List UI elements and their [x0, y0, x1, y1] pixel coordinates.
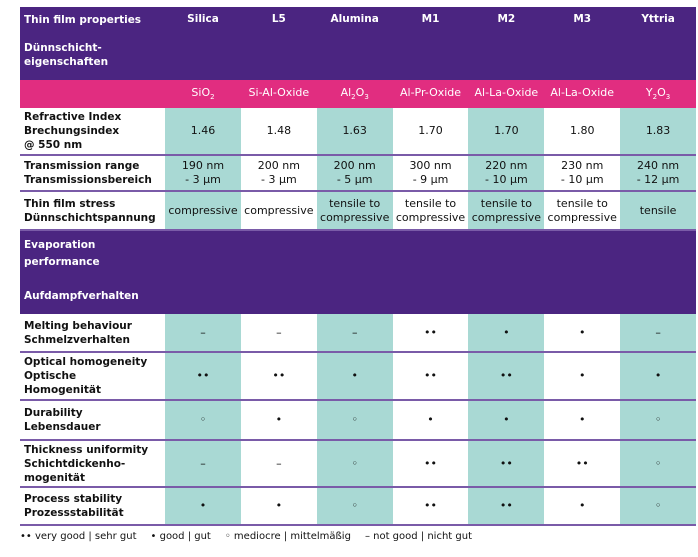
formula-cell: Al-La-Oxide	[544, 80, 621, 108]
value-cell: 1.48	[240, 108, 317, 156]
formula-cell: Al-La-Oxide	[468, 80, 545, 108]
rating-cell: •	[620, 352, 696, 401]
rating-cell: ••	[468, 487, 545, 526]
rating-cell: ••	[544, 440, 621, 488]
column-header: Yttria	[620, 7, 696, 80]
formula-cell: Al2O3	[316, 80, 393, 108]
value-cell: tensile to compressive	[392, 191, 469, 231]
row-label: Transmission range Transmissionsbereich	[20, 155, 166, 192]
row-label: Optical homogeneity Optische Homogenität	[20, 352, 166, 401]
legend-item: ◦ mediocre | mittelmäßig	[224, 531, 351, 542]
value-cell: tensile to compressive	[316, 191, 393, 231]
formula-cell: Al-Pr-Oxide	[392, 80, 469, 108]
rating-cell: –	[240, 440, 317, 488]
rating-cell: ••	[392, 314, 469, 353]
value-cell: 1.70	[468, 108, 545, 156]
rating-cell: •	[240, 400, 317, 441]
rating-cell: ◦	[620, 440, 696, 488]
row-label: Thickness uniformity Schichtdickenho-moge…	[20, 440, 166, 488]
rating-cell: ••	[165, 352, 241, 401]
rating-cell: •	[392, 400, 469, 441]
rating-cell: ••	[240, 352, 317, 401]
section-title: Evaporation performance Aufdampfverhalten	[20, 230, 696, 314]
value-cell: 1.46	[165, 108, 241, 156]
rating-cell: •	[544, 352, 621, 401]
rating-cell: •	[544, 487, 621, 526]
rating-cell: –	[316, 314, 393, 353]
formula-cell: SiO2	[165, 80, 241, 108]
value-cell: compressive	[165, 191, 241, 231]
legend-item: – not good | nicht gut	[364, 531, 472, 542]
value-cell: 200 nm - 5 µm	[316, 155, 393, 192]
rating-cell: ••	[468, 440, 545, 488]
value-cell: 230 nm - 10 µm	[544, 155, 621, 192]
rating-cell: –	[165, 314, 241, 353]
thin-film-properties-table: Thin film properties Dünnschicht-eigensch…	[20, 7, 696, 526]
property-row: Refractive Index Brechungsindex @ 550 nm 1.…	[20, 108, 696, 156]
column-header: M2	[468, 7, 545, 80]
row-label: Process stability Prozessstabilität	[20, 487, 166, 526]
rating-row: Optical homogeneity Optische Homogenität ••…	[20, 352, 696, 401]
value-cell: 190 nm - 3 µm	[165, 155, 241, 192]
rating-cell: •	[468, 314, 545, 353]
rating-row: Process stability Prozessstabilität • • ◦ •• •…	[20, 487, 696, 526]
column-header: L5	[240, 7, 317, 80]
rating-cell: •	[316, 352, 393, 401]
rating-cell: •	[544, 400, 621, 441]
rating-cell: ◦	[316, 440, 393, 488]
rating-cell: •	[165, 487, 241, 526]
rating-cell: •	[468, 400, 545, 441]
rating-cell: –	[240, 314, 317, 353]
value-cell: 200 nm - 3 µm	[240, 155, 317, 192]
property-row: Thin film stress Dünnschichtspannung compr…	[20, 191, 696, 231]
legend: •• very good | sehr gut • good | gut ◦ med…	[20, 531, 472, 542]
rating-row: Durability Lebensdauer ◦ • ◦ • • • ◦	[20, 400, 696, 441]
rating-row: Melting behaviour Schmelzverhalten – – – •• • •…	[20, 314, 696, 353]
value-cell: 220 nm - 10 µm	[468, 155, 545, 192]
value-cell: compressive	[240, 191, 317, 231]
rating-cell: ◦	[165, 400, 241, 441]
legend-item: •• very good | sehr gut	[20, 531, 137, 542]
row-label: Durability Lebensdauer	[20, 400, 166, 441]
legend-item: • good | gut	[150, 531, 211, 542]
value-cell: 1.83	[620, 108, 696, 156]
section-row: Evaporation performance Aufdampfverhalten	[20, 230, 696, 314]
column-header: M1	[392, 7, 469, 80]
column-header: Alumina	[316, 7, 393, 80]
value-cell: 240 nm - 12 µm	[620, 155, 696, 192]
rating-cell: ••	[392, 352, 469, 401]
row-label: Thin film stress Dünnschichtspannung	[20, 191, 166, 231]
value-cell: 1.70	[392, 108, 469, 156]
property-row: Transmission range Transmissionsbereich 19…	[20, 155, 696, 192]
formula-row: SiO2 Si-Al-Oxide Al2O3 Al-Pr-Oxide Al-La-Oxi…	[20, 80, 696, 108]
header-row: Thin film properties Dünnschicht-eigensch…	[20, 7, 696, 80]
rating-cell: ◦	[620, 487, 696, 526]
column-header: Silica	[165, 7, 241, 80]
rating-cell: –	[620, 314, 696, 353]
rating-cell: ••	[392, 440, 469, 488]
rating-row: Thickness uniformity Schichtdickenho-moge…	[20, 440, 696, 488]
rating-cell: •	[240, 487, 317, 526]
rating-cell: –	[165, 440, 241, 488]
value-cell: tensile to compressive	[468, 191, 545, 231]
formula-cell: Si-Al-Oxide	[240, 80, 317, 108]
value-cell: tensile	[620, 191, 696, 231]
rating-cell: ••	[392, 487, 469, 526]
column-header: M3	[544, 7, 621, 80]
rating-cell: ◦	[316, 487, 393, 526]
header-title: Thin film properties Dünnschicht-eigensch…	[20, 7, 166, 80]
rating-cell: ◦	[620, 400, 696, 441]
row-label: Melting behaviour Schmelzverhalten	[20, 314, 166, 353]
value-cell: 1.80	[544, 108, 621, 156]
rating-cell: ◦	[316, 400, 393, 441]
rating-cell: ••	[468, 352, 545, 401]
value-cell: tensile to compressive	[544, 191, 621, 231]
value-cell: 300 nm - 9 µm	[392, 155, 469, 192]
formula-cell: Y2O3	[620, 80, 696, 108]
rating-cell: •	[544, 314, 621, 353]
value-cell: 1.63	[316, 108, 393, 156]
row-label: Refractive Index Brechungsindex @ 550 nm	[20, 108, 166, 156]
